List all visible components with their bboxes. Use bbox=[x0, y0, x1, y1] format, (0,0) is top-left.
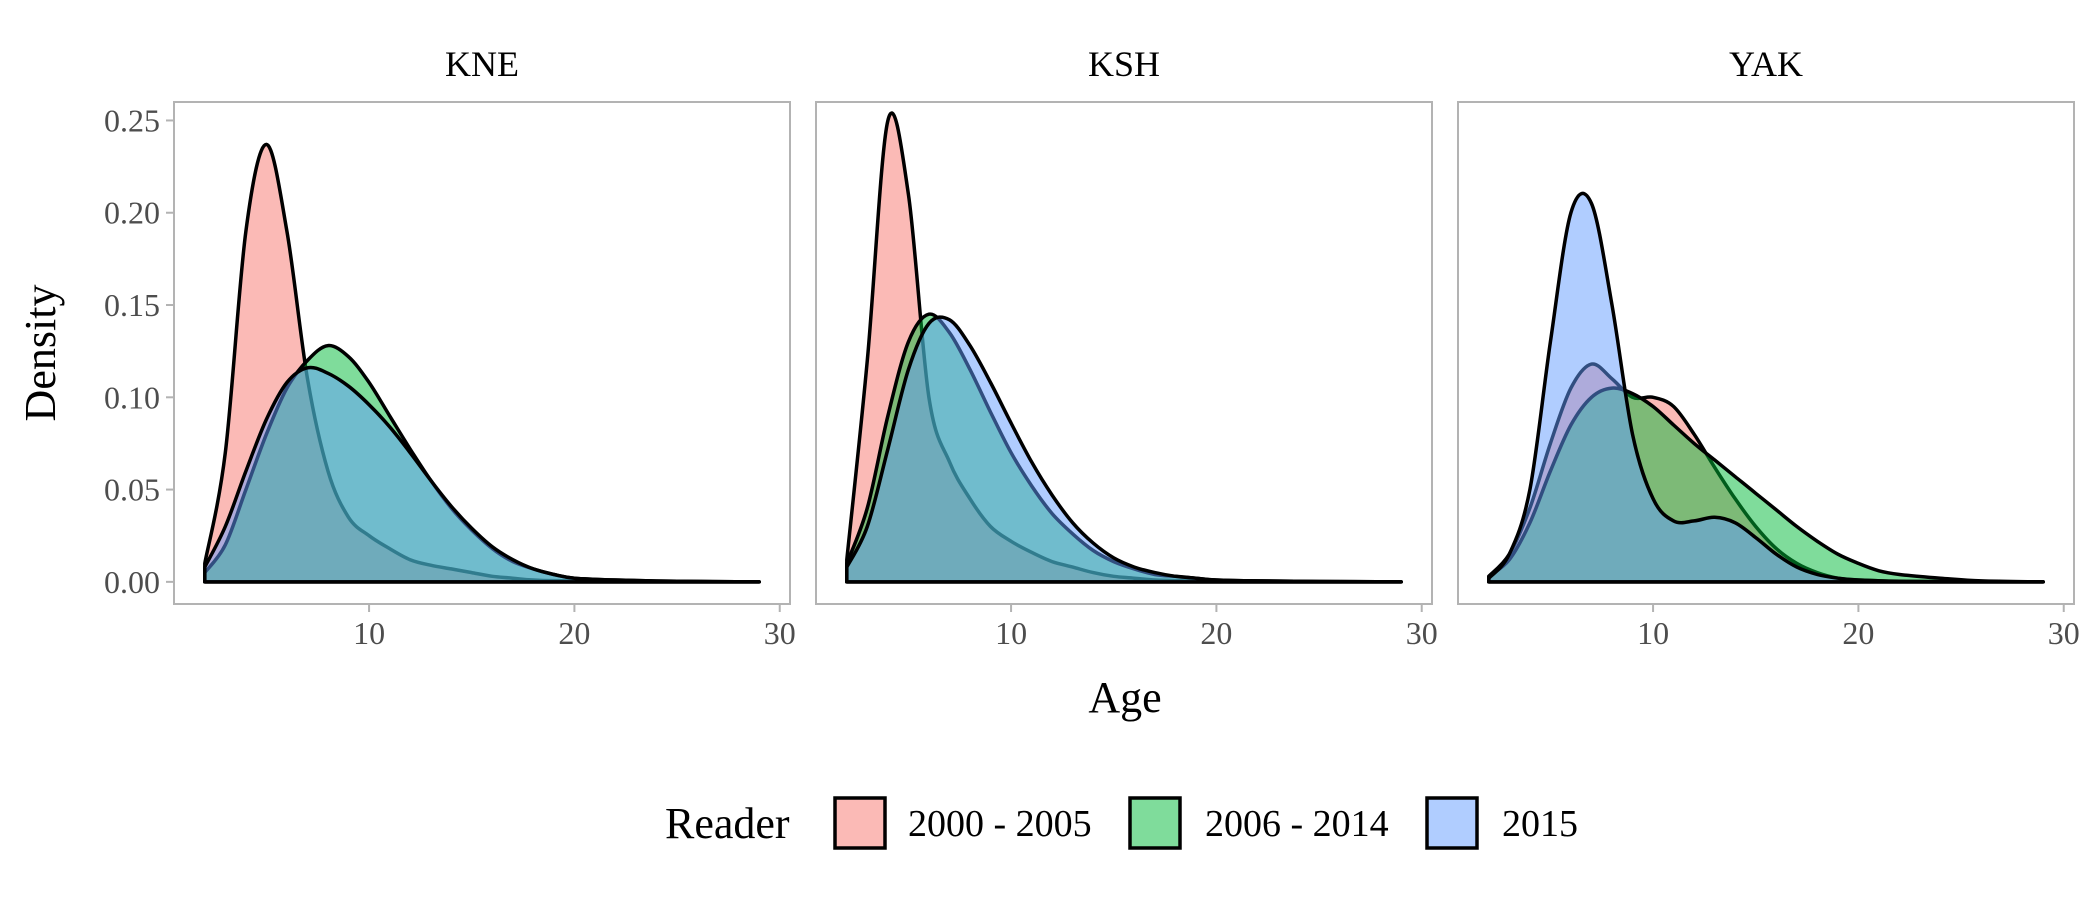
x-axis-title: Age bbox=[1088, 673, 1161, 722]
facet-label-ksh: KSH bbox=[1088, 44, 1160, 84]
x-tick-label: 10 bbox=[1637, 615, 1669, 651]
facet-panels: KNE 10 20 30 0.00 0.05 0.10 0.15 0.20 0.25 KSH 10 20… bbox=[104, 44, 2080, 651]
x-tick-label: 20 bbox=[1842, 615, 1874, 651]
density-kne-2015 bbox=[203, 365, 761, 584]
legend: Reader 2000 - 2005 2006 - 2014 2015 bbox=[665, 796, 1578, 850]
y-tick-label: 0.05 bbox=[104, 472, 160, 508]
y-tick-label: 0.10 bbox=[104, 379, 160, 415]
legend-label-2000-2005: 2000 - 2005 bbox=[908, 803, 1092, 845]
panel-kne: KNE 10 20 30 0.00 0.05 0.10 0.15 0.20 0.25 bbox=[104, 44, 796, 651]
y-tick-label: 0.25 bbox=[104, 102, 160, 138]
x-tick-label: 30 bbox=[764, 615, 796, 651]
y-tick-label: 0.15 bbox=[104, 287, 160, 323]
panel-ksh: KSH 10 20 30 bbox=[815, 44, 1438, 651]
facet-label-yak: YAK bbox=[1729, 44, 1803, 84]
legend-key-2006-2014 bbox=[1128, 796, 1182, 850]
legend-key-2000-2005 bbox=[833, 796, 887, 850]
y-tick-label: 0.00 bbox=[104, 564, 160, 600]
legend-label-2006-2014: 2006 - 2014 bbox=[1205, 803, 1389, 845]
density-ksh-2015 bbox=[845, 315, 1403, 584]
facet-label-kne: KNE bbox=[445, 44, 519, 84]
y-tick-label: 0.20 bbox=[104, 195, 160, 231]
density-yak-2015 bbox=[1487, 191, 2045, 584]
legend-key-2015 bbox=[1425, 796, 1479, 850]
x-tick-label: 30 bbox=[2048, 615, 2080, 651]
panel-yak: YAK 10 20 30 bbox=[1457, 44, 2080, 651]
x-tick-label: 20 bbox=[558, 615, 590, 651]
legend-title: Reader bbox=[665, 799, 790, 848]
x-tick-label: 10 bbox=[995, 615, 1027, 651]
panel-border-ksh bbox=[815, 101, 1433, 605]
x-tick-label: 10 bbox=[353, 615, 385, 651]
panel-border-yak bbox=[1457, 101, 2075, 605]
x-tick-label: 30 bbox=[1406, 615, 1438, 651]
legend-label-2015: 2015 bbox=[1502, 803, 1578, 845]
x-tick-label: 20 bbox=[1200, 615, 1232, 651]
y-axis-title: Density bbox=[16, 285, 65, 422]
panel-border-kne bbox=[173, 101, 791, 605]
